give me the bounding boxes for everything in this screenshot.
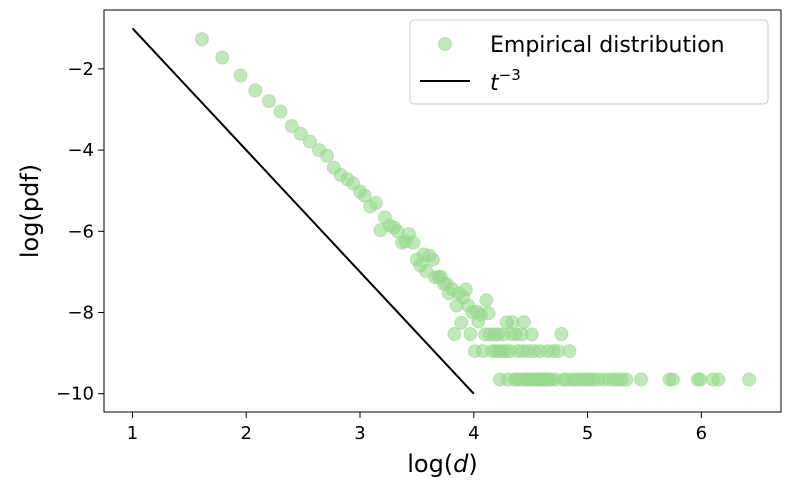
x-tick-label: 6 <box>696 423 707 444</box>
data-point <box>454 315 469 330</box>
y-tick-label: −4 <box>67 140 94 161</box>
data-point <box>516 315 531 330</box>
data-point <box>479 293 494 308</box>
x-tick-label: 5 <box>582 423 593 444</box>
power-law-line <box>131 27 475 395</box>
legend-box <box>409 19 769 105</box>
data-point <box>554 327 569 341</box>
data-point <box>357 188 372 203</box>
data-point <box>447 327 462 341</box>
data-point <box>302 134 317 149</box>
data-point <box>284 119 299 134</box>
data-point <box>634 372 648 387</box>
data-point <box>619 372 634 387</box>
y-tick-label: −2 <box>67 59 94 80</box>
data-point <box>406 235 421 250</box>
data-point <box>262 94 276 108</box>
legend-marker-scatter <box>438 37 452 51</box>
legend-label-power-law: t−3 <box>490 66 521 96</box>
legend-label-power-law-exponent: −3 <box>499 66 521 84</box>
legend: Empirical distribution t−3 <box>409 19 769 105</box>
data-point <box>742 372 757 387</box>
x-axis-label-suffix: ) <box>468 450 477 478</box>
x-ticks: 1 2 3 4 5 6 <box>127 412 707 444</box>
x-axis-label-prefix: log( <box>407 450 453 478</box>
data-point <box>481 306 496 321</box>
data-point <box>458 282 473 297</box>
data-point <box>233 68 248 83</box>
data-point <box>248 83 263 98</box>
data-point <box>273 104 288 119</box>
data-point <box>562 344 577 359</box>
points-layer <box>194 32 757 387</box>
y-tick-label: −10 <box>56 384 94 405</box>
y-tick-label: −6 <box>67 221 94 242</box>
data-point <box>194 32 209 47</box>
data-point <box>524 327 539 342</box>
x-tick-label: 3 <box>354 423 365 444</box>
data-point <box>425 252 440 267</box>
data-point <box>711 372 726 387</box>
x-axis-label-variable: d <box>453 450 469 478</box>
data-point <box>693 372 708 387</box>
x-axis-label: log(d) <box>407 450 478 478</box>
line-layer <box>131 27 475 395</box>
y-ticks: −2 −4 −6 −8 −10 <box>56 59 104 405</box>
data-point <box>320 148 334 163</box>
data-point <box>665 372 680 387</box>
legend-label-power-law-base: t <box>490 71 500 96</box>
data-point <box>368 195 383 210</box>
x-tick-label: 1 <box>127 423 138 444</box>
data-point <box>463 327 478 341</box>
data-point <box>293 126 308 141</box>
plot-frame <box>103 9 782 413</box>
y-axis-label: log(pdf) <box>16 164 44 258</box>
x-tick-label: 4 <box>468 423 479 444</box>
data-point <box>215 50 230 65</box>
y-tick-label: −8 <box>67 303 94 324</box>
legend-label-empirical: Empirical distribution <box>490 33 725 58</box>
x-tick-label: 2 <box>241 423 252 444</box>
